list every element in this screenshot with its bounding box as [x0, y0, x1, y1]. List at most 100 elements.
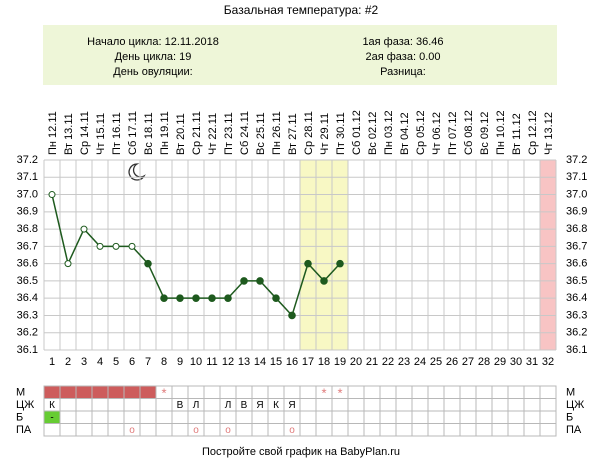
- day-number: 6: [129, 356, 135, 368]
- table-cell: [155, 410, 173, 424]
- table-cell: [475, 398, 493, 412]
- day-number: 1: [49, 356, 55, 368]
- info-label: День цикла:: [115, 51, 176, 63]
- cell-text: В: [177, 400, 184, 411]
- table-cell: [395, 410, 413, 424]
- day-number: 17: [302, 356, 314, 368]
- day-number: 26: [446, 356, 458, 368]
- y-tick-label-right: 36.3: [566, 309, 587, 321]
- cell-text: *: [337, 386, 342, 401]
- y-tick-label: 36.1: [17, 344, 38, 356]
- table-cell: [331, 410, 349, 424]
- table-cell: [91, 423, 109, 437]
- row-label-right: ЦЖ: [566, 399, 584, 411]
- cell-text: o: [289, 425, 295, 436]
- temperature-point: [64, 260, 72, 268]
- row-label: Б: [16, 412, 23, 424]
- table-cell: [539, 385, 557, 399]
- cell-text: -: [50, 412, 53, 423]
- y-tick-label-right: 36.7: [566, 240, 587, 252]
- info-line: Начало цикла: 12.11.2018: [87, 36, 219, 48]
- day-number: 19: [334, 356, 346, 368]
- table-cell: [523, 385, 541, 399]
- table-cell: [203, 385, 221, 399]
- table-cell: [123, 410, 141, 424]
- info-value: 0.00: [419, 51, 440, 63]
- table-cell: [203, 423, 221, 437]
- day-number: 24: [414, 356, 426, 368]
- table-cell: [139, 423, 157, 437]
- date-label: Пт 23.11: [223, 112, 235, 155]
- table-cell: [283, 410, 301, 424]
- row-label: М: [16, 387, 25, 399]
- day-number: 29: [494, 356, 506, 368]
- table-cell: [539, 410, 557, 424]
- cell-text: Л: [225, 400, 232, 411]
- table-cell: [539, 398, 557, 412]
- table-cell: [411, 385, 429, 399]
- table-cell: [379, 423, 397, 437]
- table-cell: [107, 423, 125, 437]
- table-cell: [411, 423, 429, 437]
- date-label: Ср 05.12: [415, 110, 427, 155]
- table-cell: [235, 410, 253, 424]
- row-label-right: Б: [566, 412, 573, 424]
- y-tick-label-right: 36.4: [566, 292, 587, 304]
- date-label: Чт 06.12: [431, 112, 443, 155]
- table-cell: [491, 410, 509, 424]
- table-cell: [427, 423, 445, 437]
- day-number: 10: [190, 356, 202, 368]
- table-cell: [139, 410, 157, 424]
- day-number: 18: [318, 356, 330, 368]
- footer: Постройте свой график на BabyPlan.ru: [202, 446, 400, 458]
- table-cell: [91, 398, 109, 412]
- y-tick-label-right: 36.2: [566, 327, 587, 339]
- date-label: Чт 15.11: [95, 113, 107, 155]
- shaded-days: [540, 160, 556, 350]
- table-cell: [91, 410, 109, 424]
- day-number: 25: [430, 356, 442, 368]
- table-cell: [395, 398, 413, 412]
- row-fill: [60, 386, 76, 399]
- table-cell: [539, 423, 557, 437]
- table-cell: [187, 385, 205, 399]
- day-number: 14: [254, 356, 266, 368]
- day-number: 21: [366, 356, 378, 368]
- date-label: Пн 12.11: [47, 111, 59, 155]
- y-tick-label: 36.8: [17, 223, 38, 235]
- row-label-right: М: [566, 387, 575, 399]
- row-fill: [44, 411, 60, 424]
- temperature-point: [240, 277, 248, 285]
- table-cell: [203, 410, 221, 424]
- info-label: 1ая фаза:: [362, 36, 413, 48]
- temperature-point: [192, 294, 200, 302]
- info-label: Начало цикла:: [87, 36, 161, 48]
- table-cell: [267, 410, 285, 424]
- day-number: 3: [81, 356, 87, 368]
- table-cell: [331, 423, 349, 437]
- day-number: 12: [222, 356, 234, 368]
- table-cell: [427, 385, 445, 399]
- info-line: 2ая фаза: 0.00: [366, 51, 441, 63]
- table-cell: [379, 385, 397, 399]
- date-label: Сб 01.12: [351, 110, 363, 155]
- y-tick-label-right: 36.9: [566, 206, 587, 218]
- table-cell: [171, 423, 189, 437]
- table-cell: [59, 410, 77, 424]
- row-fill: [92, 386, 108, 399]
- table-cell: [251, 423, 269, 437]
- date-label: Чт 29.11: [319, 113, 331, 155]
- table-cell: [347, 398, 365, 412]
- table-cell: [267, 385, 285, 399]
- table-cell: [107, 410, 125, 424]
- date-label: Вт 20.11: [175, 113, 187, 155]
- cell-text: Я: [256, 400, 263, 411]
- row-label-right: ПА: [566, 424, 582, 436]
- table-cell: [475, 385, 493, 399]
- y-tick-label-right: 37.0: [566, 188, 587, 200]
- table-cell: [219, 385, 237, 399]
- table-cell: [459, 398, 477, 412]
- row-fill: [124, 386, 140, 399]
- date-label: Пн 26.11: [271, 111, 283, 155]
